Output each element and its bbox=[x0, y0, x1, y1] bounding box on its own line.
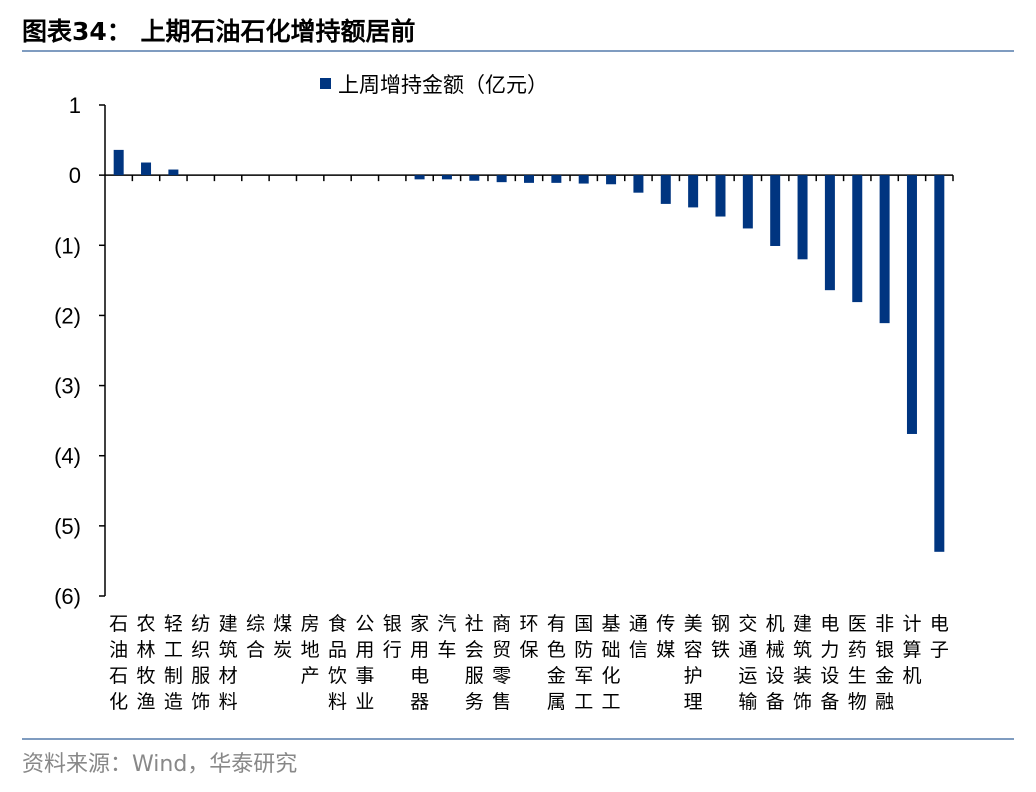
bar-石油石化 bbox=[113, 149, 124, 176]
y-tick-label: (1) bbox=[54, 233, 81, 258]
x-tick-label: 煤炭 bbox=[273, 613, 292, 661]
bar-农林牧渔 bbox=[141, 162, 152, 176]
x-tick-label: 银行 bbox=[383, 613, 402, 661]
y-tick-label: 1 bbox=[69, 93, 81, 118]
bar-电力设备 bbox=[824, 175, 835, 291]
bar-轻工制造 bbox=[168, 169, 179, 176]
figure-title: 图表34： 上期石油石化增持额居前 bbox=[22, 17, 416, 46]
x-tick-label: 建筑装饰 bbox=[793, 613, 812, 713]
bar-建筑装饰 bbox=[797, 175, 808, 260]
x-tick-label: 计算机 bbox=[902, 613, 921, 687]
bar-商贸零售 bbox=[496, 175, 507, 183]
x-tick-label: 通信 bbox=[629, 613, 648, 661]
bar-国防军工 bbox=[578, 175, 589, 184]
x-tick-label: 综合 bbox=[246, 613, 265, 661]
legend-swatch bbox=[320, 78, 331, 89]
y-tick-label: (2) bbox=[54, 303, 81, 328]
x-tick-label: 社会服务 bbox=[465, 613, 484, 713]
x-tick-label: 环保 bbox=[519, 613, 538, 661]
bar-家用电器 bbox=[414, 175, 425, 180]
y-tick-label: (6) bbox=[54, 584, 81, 609]
bar-电子 bbox=[934, 175, 945, 552]
bar-汽车 bbox=[441, 175, 452, 180]
bar-计算机 bbox=[906, 175, 917, 434]
y-tick-label: (5) bbox=[54, 514, 81, 539]
x-tick-label: 房地产 bbox=[301, 613, 320, 687]
bar-非银金融 bbox=[879, 175, 890, 324]
y-tick-label: (3) bbox=[54, 374, 81, 399]
bar-通信 bbox=[633, 175, 644, 193]
x-tick-label: 美容护理 bbox=[684, 613, 703, 713]
x-tick-label: 传媒 bbox=[656, 613, 675, 661]
x-tick-label: 纺织服饰 bbox=[191, 613, 210, 713]
y-tick-label: 0 bbox=[69, 163, 81, 188]
x-tick-label: 家用电器 bbox=[410, 613, 429, 713]
bar-钢铁 bbox=[715, 175, 726, 217]
bar-有色金属 bbox=[551, 175, 562, 183]
x-tick-label: 电子 bbox=[930, 613, 949, 661]
bar-美容护理 bbox=[688, 175, 699, 208]
title-divider bbox=[22, 50, 1014, 52]
y-tick-label: (4) bbox=[54, 444, 81, 469]
x-tick-label: 汽车 bbox=[437, 613, 456, 661]
x-tick-label: 钢铁 bbox=[711, 613, 730, 661]
x-tick-label: 机械设备 bbox=[766, 613, 785, 713]
bar-传媒 bbox=[660, 175, 671, 204]
x-tick-label: 公用事业 bbox=[355, 613, 374, 713]
x-tick-label: 农林牧渔 bbox=[137, 613, 156, 713]
x-tick-label: 医药生物 bbox=[848, 613, 867, 713]
x-tick-label: 国防军工 bbox=[574, 613, 593, 713]
x-tick-label: 有色金属 bbox=[547, 613, 566, 713]
x-tick-label: 石油石化 bbox=[109, 613, 128, 713]
x-tick-label: 轻工制造 bbox=[164, 613, 183, 713]
x-tick-label: 交通运输 bbox=[738, 613, 757, 713]
bar-机械设备 bbox=[770, 175, 781, 246]
bar-基础化工 bbox=[606, 175, 617, 185]
bar-交通运输 bbox=[742, 175, 753, 229]
legend-label: 上周增持金额（亿元） bbox=[338, 73, 548, 97]
x-tick-label: 食品饮料 bbox=[328, 613, 347, 713]
bar-环保 bbox=[524, 175, 534, 183]
x-tick-label: 基础化工 bbox=[602, 613, 621, 713]
bar-医药生物 bbox=[852, 175, 863, 303]
x-tick-label: 商贸零售 bbox=[492, 613, 511, 713]
x-tick-label: 建筑材料 bbox=[219, 613, 238, 713]
source-divider bbox=[22, 738, 1014, 740]
bar-社会服务 bbox=[469, 175, 480, 181]
x-tick-label: 非银金融 bbox=[875, 613, 894, 713]
x-tick-label: 电力设备 bbox=[820, 613, 839, 713]
source-note: 资料来源：Wind，华泰研究 bbox=[22, 752, 298, 777]
